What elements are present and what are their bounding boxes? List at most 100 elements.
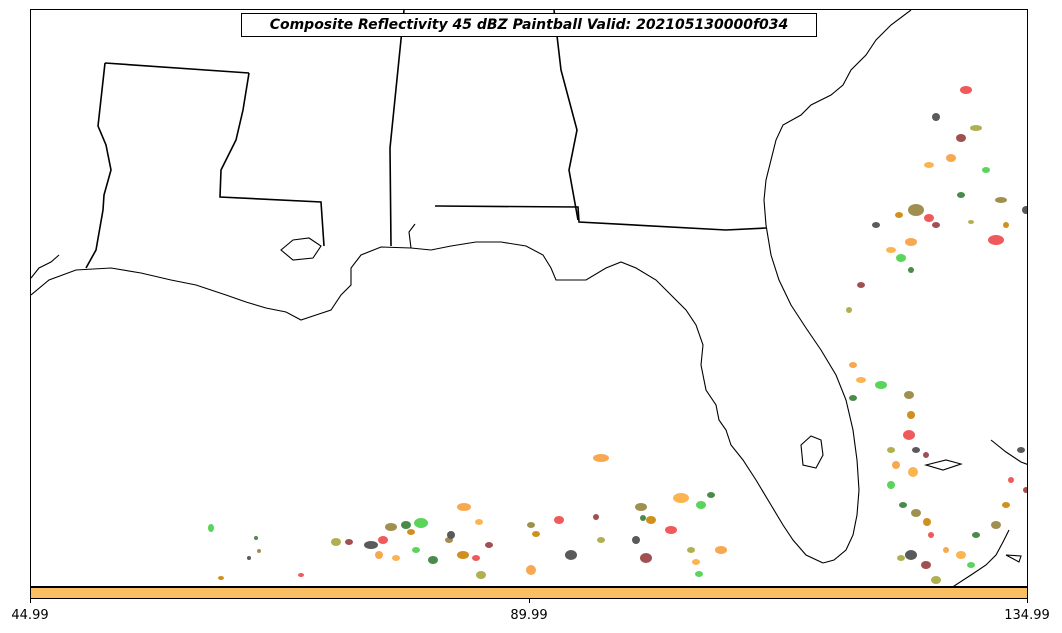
paintball-blob: [707, 492, 715, 498]
gulf-coast: [31, 241, 824, 564]
paintball-blob: [298, 573, 304, 577]
paintball-blob: [695, 571, 703, 577]
paintball-blob: [687, 547, 695, 553]
paintball-blob: [991, 521, 1001, 529]
paintball-blob: [565, 550, 577, 560]
paintball-blob: [995, 197, 1007, 203]
bahamas-1: [990, 439, 1027, 465]
paintball-blob: [905, 238, 917, 246]
paintball-blob: [899, 502, 907, 508]
coastlines: [31, 10, 1027, 586]
paintball-blob: [254, 536, 258, 540]
paintball-blob: [872, 222, 880, 228]
paintball-blob: [905, 550, 917, 560]
paintball-blob: [892, 461, 900, 469]
reflectivity-paintball-layer: [208, 86, 1027, 584]
paintball-blob: [856, 377, 866, 383]
al-ga-border: [553, 10, 579, 221]
paintball-blob: [908, 204, 924, 216]
paintball-blob: [1002, 502, 1010, 508]
paintball-blob: [907, 411, 915, 419]
la-tx-border: [85, 62, 112, 269]
paintball-blob: [527, 522, 535, 528]
paintball-blob: [912, 447, 920, 453]
paintball-blob: [364, 541, 378, 549]
ar-ms-border-line: [104, 62, 250, 74]
paintball-blob: [886, 247, 896, 253]
paintball-blob: [447, 531, 455, 539]
paintball-blob: [1022, 206, 1027, 214]
colorbar-tick-label-max: 134.99: [1004, 608, 1050, 623]
paintball-blob: [875, 381, 887, 389]
paintball-blob: [956, 551, 966, 559]
paintball-blob: [923, 518, 931, 526]
state-boundaries: [85, 10, 767, 269]
paintball-blob: [903, 430, 915, 440]
colorbar-tick-label-mid: 89.99: [510, 608, 548, 623]
paintball-blob: [696, 501, 706, 509]
paintball-blob: [982, 167, 990, 173]
paintball-blob: [218, 576, 224, 580]
paintball-blob: [928, 532, 934, 538]
colorbar-tick: [529, 598, 530, 603]
paintball-blob: [924, 162, 934, 168]
paintball-blob: [1003, 222, 1009, 228]
paintball-blob: [943, 547, 949, 553]
paintball-blob: [485, 542, 493, 548]
paintball-blob: [968, 220, 974, 224]
paintball-blob: [921, 561, 931, 569]
al-fl-border: [434, 205, 767, 231]
paintball-blob: [960, 86, 972, 94]
bahamas-3: [1005, 554, 1022, 563]
paintball-blob: [887, 481, 895, 489]
paintball-blob: [1008, 477, 1014, 483]
paintball-blob: [946, 154, 956, 162]
paintball-blob: [896, 254, 906, 262]
paintball-blob: [846, 307, 852, 313]
paintball-blob: [932, 222, 940, 228]
cuba-coast: [953, 529, 1010, 586]
paintball-blob: [472, 555, 480, 561]
paintball-blob: [407, 529, 415, 535]
paintball-blob: [345, 539, 353, 545]
paintball-blob: [401, 521, 411, 529]
paintball-blob: [597, 537, 605, 543]
paintball-blob: [475, 519, 483, 525]
paintball-blob: [385, 523, 397, 531]
paintball-blob: [414, 518, 428, 528]
paintball-blob: [247, 556, 251, 560]
paintball-blob: [849, 395, 857, 401]
colorbar-tick-label-min: 44.99: [11, 608, 49, 623]
paintball-blob: [646, 516, 656, 524]
paintball-blob: [375, 551, 383, 559]
paintball-blob: [457, 503, 471, 511]
lake-pontchartrain: [280, 237, 322, 261]
paintball-blob: [887, 447, 895, 453]
paintball-blob: [593, 514, 599, 520]
paintball-blob: [1017, 447, 1025, 453]
paintball-blob: [923, 452, 929, 458]
paintball-blob: [257, 549, 261, 553]
paintball-blob: [849, 362, 857, 368]
paintball-blob: [897, 555, 905, 561]
lake-okeechobee: [800, 435, 824, 469]
paintball-blob: [692, 559, 700, 565]
paintball-blob: [640, 515, 646, 521]
paintball-blob: [988, 235, 1004, 245]
mobile-bay: [408, 223, 416, 249]
paintball-blob: [904, 391, 914, 399]
paintball-blob: [640, 553, 652, 563]
paintball-blob: [632, 536, 640, 544]
la-ms-border: [219, 72, 325, 247]
paintball-blob: [554, 516, 564, 524]
paintball-blob: [967, 562, 975, 568]
paintball-blob: [457, 551, 469, 559]
paintball-blob: [673, 493, 689, 503]
colorbar-tick: [30, 598, 31, 603]
map-title: Composite Reflectivity 45 dBZ Paintball …: [241, 13, 817, 37]
paintball-blob: [956, 134, 966, 142]
atlantic-coast: [763, 10, 912, 564]
paintball-blob: [715, 546, 727, 554]
map-panel: [30, 9, 1028, 587]
paintball-blob: [412, 547, 420, 553]
